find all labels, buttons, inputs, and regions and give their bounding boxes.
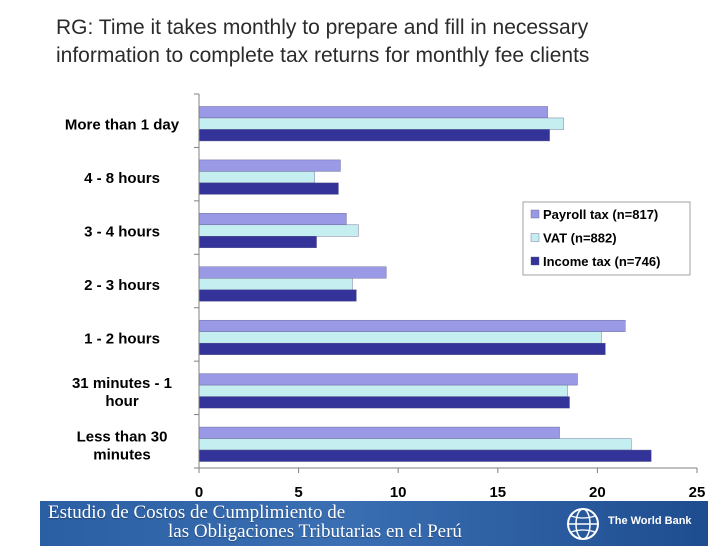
bar-3-7 [198,449,652,462]
category-label-3: 3 - 4 hours [84,224,160,241]
x-tick-label-4: 20 [589,484,606,500]
category-label-6-line-1: 31 minutes - 1 [72,375,172,392]
legend-swatch-3 [530,256,540,266]
category-label-4: 2 - 3 hours [84,277,160,294]
bar-3-4 [198,289,357,302]
bar-chart: 0 5 10 15 20 25 More than 1 day 4 - 8 hours 3 - … [65,93,706,500]
bar-3-6 [198,396,570,409]
legend-label-3: Income tax (n=746) [543,254,660,269]
legend-swatch-1 [530,209,540,219]
bar-1-4 [198,266,387,279]
bar-2-7 [198,438,632,451]
bar-2-3 [198,224,359,237]
x-tick-label-3: 15 [489,484,506,500]
x-tick-label-1: 5 [294,484,302,500]
bar-2-6 [198,384,568,397]
category-label-7-line-1: Less than 30 [77,428,168,445]
category-label-5: 1 - 2 hours [84,330,160,347]
bar-2-1 [198,117,564,130]
bar-1-1 [198,106,548,119]
x-tick-label-0: 0 [195,484,203,500]
bar-3-5 [198,342,606,355]
world-bank-label: The World Bank [608,515,692,527]
bar-3-2 [198,182,339,195]
bar-2-4 [198,278,353,290]
bar-1-6 [198,373,578,386]
legend-box [522,201,691,276]
legend-label-2: VAT (n=882) [543,231,617,246]
banner-line-1: Estudio de Costos de Cumplimiento de [48,502,346,523]
bar-3-1 [198,129,550,142]
category-label-2: 4 - 8 hours [84,170,160,187]
legend-swatch-2 [530,233,540,242]
title-line-1: RG: Time it takes monthly to prepare and… [56,16,589,39]
bar-1-7 [198,426,560,439]
title-line-2: information to complete tax returns for … [56,44,590,67]
chart-title: RG: Time it takes monthly to prepare and… [56,14,716,70]
bar-1-3 [198,213,347,226]
x-tick-label-5: 25 [689,484,706,500]
legend-label-1: Payroll tax (n=817) [543,207,658,222]
bar-3-3 [198,236,317,249]
banner-line-2: las Obligaciones Tributarias en el Perú [168,521,462,542]
x-tick-label-2: 10 [390,484,407,500]
bar-2-5 [198,331,602,344]
footer-banner: Estudio de Costos de Cumplimiento de las… [40,501,708,546]
category-label-6-line-2: hour [105,393,138,410]
world-bank-globe-icon [567,508,599,540]
bar-1-2 [198,159,341,172]
bar-2-2 [198,171,315,184]
category-label-1: More than 1 day [65,117,180,134]
category-label-7-line-2: minutes [93,446,151,463]
bar-1-5 [198,319,626,332]
